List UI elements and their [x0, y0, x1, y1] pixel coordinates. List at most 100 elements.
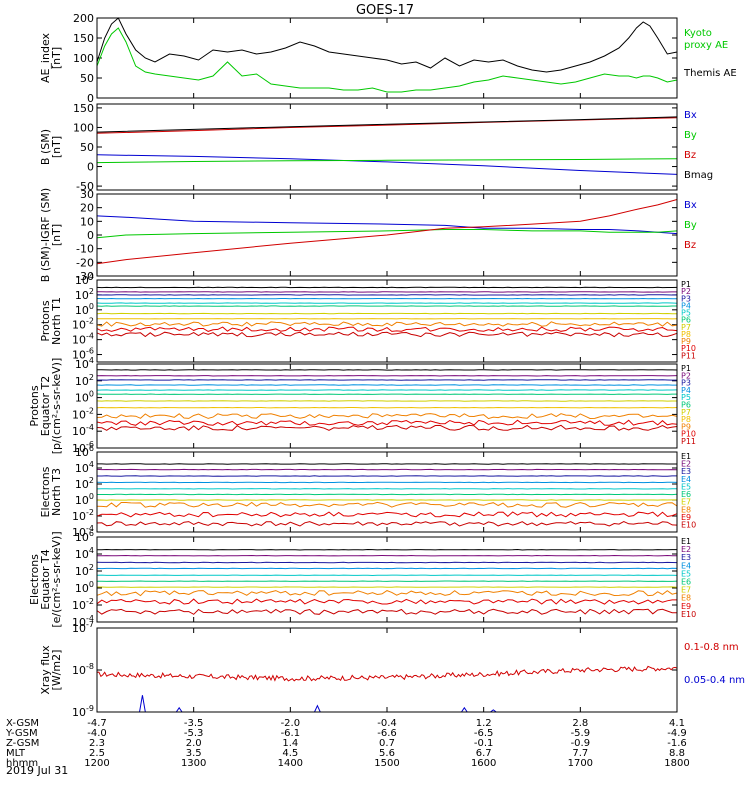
legend-label: Themis AE [683, 68, 737, 79]
y-tick-label: 10-4 [72, 423, 94, 438]
series-line [96, 229, 678, 239]
channel-label: E6 [681, 577, 691, 586]
x-tick-value: 3.5 [186, 748, 202, 759]
channel-line [96, 501, 678, 508]
legend-label: Bz [684, 150, 696, 161]
panel-data [96, 548, 678, 615]
y-axis-label: AE_index [39, 32, 52, 83]
x-tick-value: -0.4 [377, 718, 397, 729]
channel-label: P4 [681, 301, 691, 310]
channel-label: P6 [681, 316, 691, 325]
legend-label: Bz [684, 240, 696, 251]
y-tick-label: 30 [80, 188, 94, 201]
channel-line [96, 331, 678, 338]
channel-label: P7 [681, 408, 691, 417]
y-tick-label: 10 [80, 215, 94, 228]
channel-label: P3 [681, 379, 691, 388]
channel-label: P9 [681, 422, 691, 431]
y-axis-label: [p/(cm²-s-sr-keV)] [50, 358, 63, 455]
channel-line [96, 598, 677, 605]
series-spike [490, 709, 497, 713]
y-tick-label: 150 [73, 32, 94, 45]
y-axis-label: Protons [28, 385, 41, 426]
channel-line [96, 590, 678, 597]
y-axis-label: [nT] [50, 136, 63, 158]
channel-label: E1 [681, 537, 691, 546]
channel-line [96, 567, 678, 570]
y-tick-label: 104 [75, 460, 94, 475]
x-tick-value: -4.7 [87, 718, 107, 729]
panel-frame [96, 17, 678, 99]
panel-frame [96, 103, 678, 191]
series-spike [461, 706, 468, 713]
x-tick-value: 1200 [84, 758, 109, 769]
series-spike [314, 704, 321, 713]
y-axis-label: [nT] [50, 47, 63, 69]
legend-label: Bmag [684, 170, 713, 181]
y-axis-label: Equator T2 [39, 376, 52, 436]
channel-label: P6 [681, 401, 691, 410]
channel-line [96, 419, 678, 426]
channel-label: P11 [681, 437, 696, 446]
y-tick-label: 10-2 [72, 406, 94, 421]
y-axis-label: North T3 [50, 468, 63, 516]
y-tick-label: 100 [75, 492, 94, 507]
x-tick-value: -0.1 [474, 738, 494, 749]
channel-label: P2 [681, 371, 691, 380]
channel-label: P4 [681, 386, 691, 395]
panel-data [96, 665, 678, 713]
y-tick-label: 20 [80, 202, 94, 215]
y-tick-label: 10-7 [72, 620, 94, 635]
x-tick-value: 8.8 [669, 748, 685, 759]
x-tick-value: 5.6 [379, 748, 395, 759]
channel-label: E9 [681, 513, 691, 522]
channel-label: P10 [681, 430, 696, 439]
x-tick-value: -5.9 [571, 728, 591, 739]
channel-label: P8 [681, 415, 691, 424]
channel-label: P11 [681, 351, 696, 360]
x-tick-value: -2.0 [281, 718, 301, 729]
y-axis-label: B (SM)-IGRF (SM) [39, 188, 52, 282]
x-row-label: MLT [6, 748, 26, 759]
y-tick-label: 150 [73, 102, 94, 115]
channel-label: P10 [681, 344, 696, 353]
y-axis-label: [W/m2] [50, 650, 63, 691]
channel-label: E7 [681, 586, 691, 595]
y-axis-label: [e/(cm²-s-sr-keV)] [50, 531, 63, 627]
x-tick-value: -6.6 [377, 728, 397, 739]
y-tick-label: 0 [87, 161, 94, 174]
panel-data [96, 369, 678, 431]
channel-label: E3 [681, 467, 691, 476]
channel-label: P3 [681, 294, 691, 303]
date-label: 2019 Jul 31 [6, 764, 68, 777]
panel-data [96, 463, 678, 527]
y-tick-label: -30 [76, 270, 94, 283]
panel-bsm: -50 0 50 100 150 B (SM)[nT] Bx By Bz Bmag [39, 102, 713, 193]
channel-label: P8 [681, 330, 691, 339]
x-tick-value: 1600 [471, 758, 496, 769]
channel-line [96, 511, 678, 518]
y-axis-label: Protons [39, 300, 52, 341]
channel-line [97, 586, 678, 588]
panel-data [96, 17, 678, 93]
channel-line [96, 413, 678, 420]
y-tick-label: 102 [75, 287, 94, 302]
channel-label: E4 [681, 475, 691, 484]
series-line [96, 154, 678, 175]
channel-line [96, 424, 678, 431]
channel-label: P1 [681, 280, 691, 289]
channel-label: E2 [681, 460, 691, 469]
series-line [96, 116, 678, 133]
panel-data [96, 116, 678, 175]
y-axis-label: North T1 [50, 297, 63, 345]
series-line [96, 158, 678, 164]
x-tick-value: -1.6 [667, 738, 687, 749]
x-tick-value: 6.7 [476, 748, 492, 759]
series-line [96, 199, 678, 265]
channel-label: E8 [681, 505, 691, 514]
y-tick-label: 0 [87, 92, 94, 105]
